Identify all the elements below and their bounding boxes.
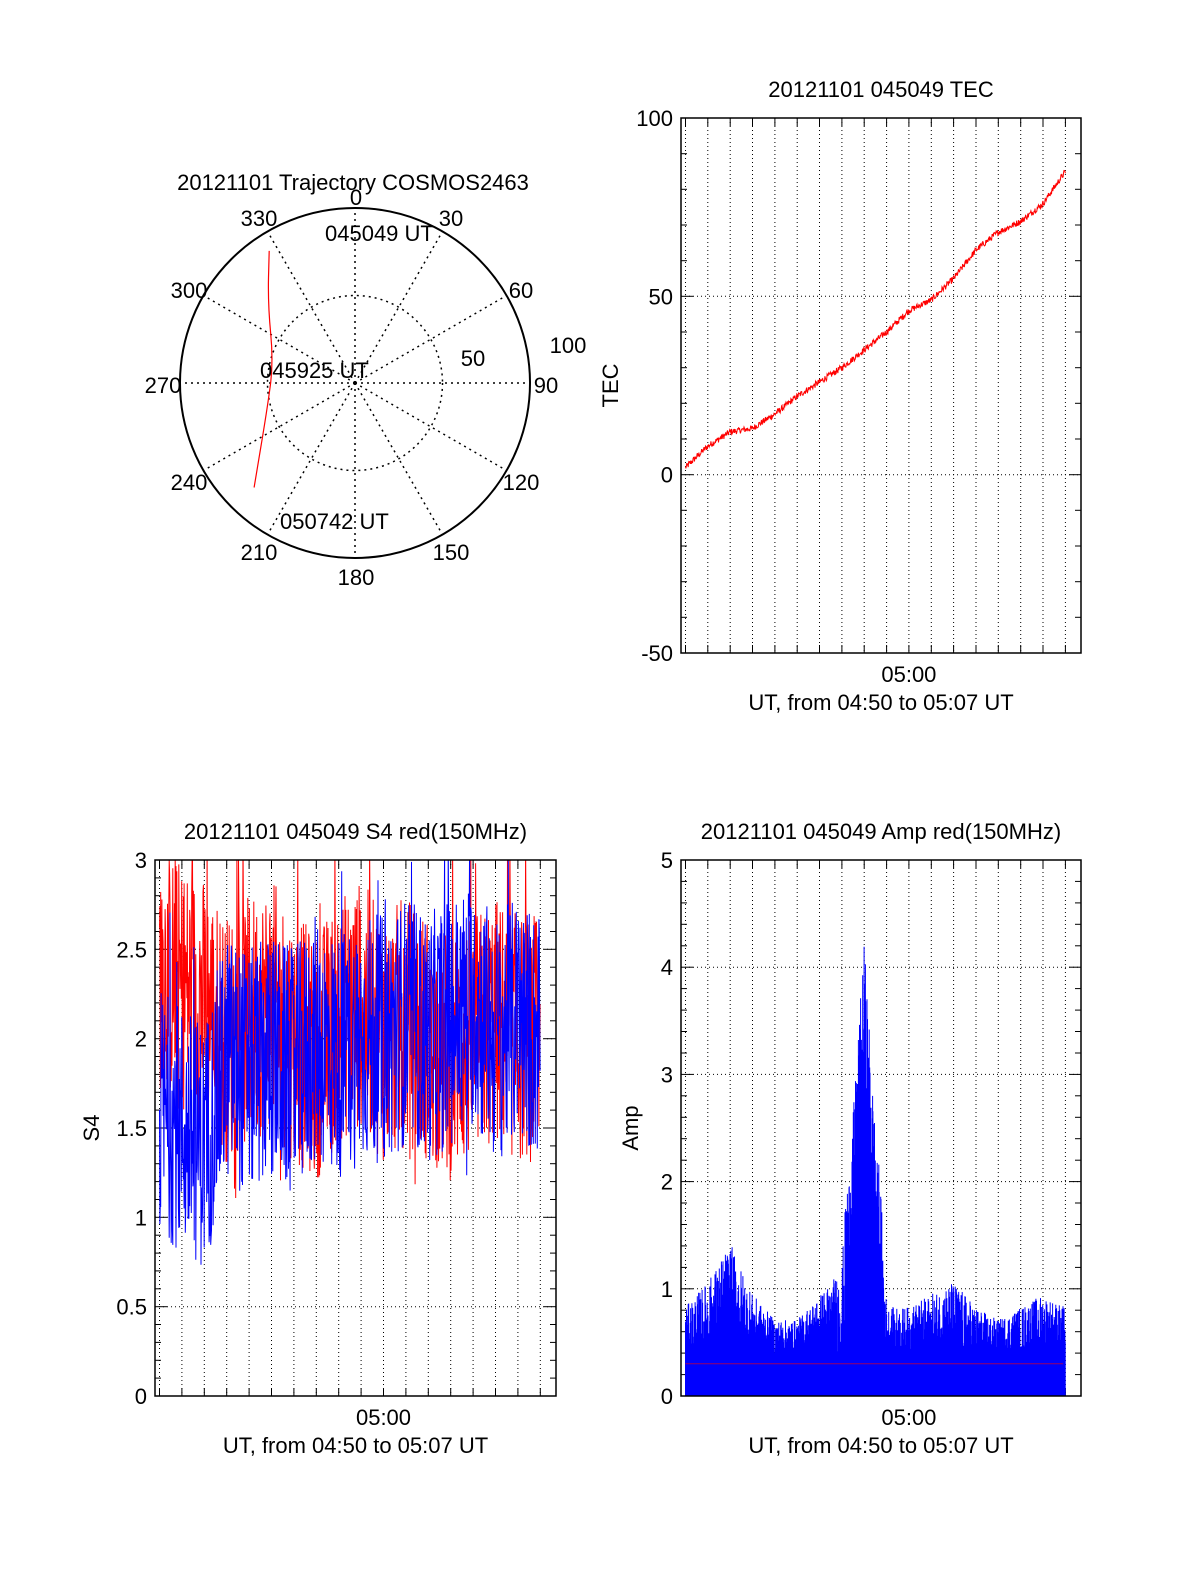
x-axis-label: UT, from 04:50 to 05:07 UT bbox=[748, 1433, 1013, 1458]
y-tick-label: 100 bbox=[636, 106, 673, 131]
y-tick-label: 2 bbox=[661, 1170, 673, 1195]
polar-spoke bbox=[354, 382, 444, 535]
plot-frame bbox=[680, 859, 1082, 1397]
polar-spoke bbox=[266, 231, 356, 384]
x-axis-label: UT, from 04:50 to 05:07 UT bbox=[223, 1433, 488, 1458]
polar-angle-label: 270 bbox=[145, 373, 182, 398]
y-tick-label: 2 bbox=[135, 1027, 147, 1052]
y-axis-label: S4 bbox=[79, 1115, 104, 1142]
polar-spoke bbox=[266, 382, 356, 535]
trajectory-mid-label: 045925 UT bbox=[260, 358, 369, 383]
y-tick-label: 2.5 bbox=[116, 937, 147, 962]
chart-title: 20121101 045049 S4 red(150MHz) bbox=[184, 819, 527, 844]
polar-angle-label: 180 bbox=[338, 565, 375, 590]
s4-chart: 0 0.5 1 1.5 2 2.5 3 20121101 045049 S4 red(150M… bbox=[79, 819, 557, 1458]
y-tick-label: -50 bbox=[641, 641, 673, 666]
polar-angle-label: 330 bbox=[241, 206, 278, 231]
y-tick-label: 0 bbox=[135, 1384, 147, 1409]
x-tick-label: 05:00 bbox=[881, 1405, 936, 1430]
y-axis-label: Amp bbox=[618, 1105, 643, 1150]
y-tick-label: 0 bbox=[661, 463, 673, 488]
y-tick-label: 3 bbox=[135, 848, 147, 873]
polar-radial-label: 50 bbox=[461, 346, 485, 371]
y-tick-label: 0 bbox=[661, 1384, 673, 1409]
trajectory-title: 20121101 Trajectory COSMOS2463 bbox=[177, 170, 529, 195]
trajectory-end-label: 050742 UT bbox=[280, 509, 389, 534]
polar-angle-label: 150 bbox=[433, 540, 470, 565]
plot-frame bbox=[154, 859, 557, 1397]
polar-spoke bbox=[203, 382, 356, 472]
polar-spoke bbox=[354, 231, 444, 384]
polar-ring-100 bbox=[179, 207, 531, 559]
y-tick-label: 1 bbox=[661, 1277, 673, 1302]
y-axis-label: TEC bbox=[598, 363, 623, 407]
y-tick-label: 5 bbox=[661, 848, 673, 873]
polar-angle-label: 300 bbox=[171, 278, 208, 303]
polar-ring-50 bbox=[266, 294, 444, 472]
polar-angle-label: 30 bbox=[439, 206, 463, 231]
polar-angle-label: 210 bbox=[241, 540, 278, 565]
polar-angle-label: 90 bbox=[534, 373, 558, 398]
chart-title: 20121101 045049 Amp red(150MHz) bbox=[701, 819, 1061, 844]
chart-title: 20121101 045049 TEC bbox=[768, 77, 994, 102]
plot-frame bbox=[680, 117, 1082, 654]
y-tick-label: 0.5 bbox=[116, 1295, 147, 1320]
polar-radial-label: 100 bbox=[550, 333, 587, 358]
x-tick-label: 05:00 bbox=[356, 1405, 411, 1430]
polar-angle-label: 240 bbox=[171, 470, 208, 495]
amp-blue-series bbox=[685, 946, 1066, 1396]
s4-blue-series-line bbox=[159, 860, 541, 1265]
amp-chart: 0 1 2 3 4 5 20121101 045049 Amp red(150MHz) 05:… bbox=[618, 819, 1082, 1458]
polar-spoke bbox=[354, 382, 507, 472]
polar-spoke bbox=[354, 294, 507, 384]
y-tick-label: 1.5 bbox=[116, 1116, 147, 1141]
x-tick-label: 05:00 bbox=[881, 662, 936, 687]
trajectory-track bbox=[253, 250, 273, 488]
trajectory-start-label: 045049 UT bbox=[325, 221, 434, 246]
x-axis-label: UT, from 04:50 to 05:07 UT bbox=[748, 690, 1013, 715]
polar-spoke bbox=[203, 294, 356, 384]
polar-angle-label: 60 bbox=[509, 278, 533, 303]
y-tick-label: 1 bbox=[135, 1205, 147, 1230]
polar-angle-label: 120 bbox=[503, 470, 540, 495]
tec-chart: -50 0 50 100 20121101 045049 TEC 05:00 UT, fro… bbox=[598, 77, 1082, 715]
tec-series-line bbox=[685, 169, 1066, 469]
polar-angle-label: 0 bbox=[350, 185, 362, 210]
y-tick-label: 50 bbox=[649, 284, 673, 309]
y-tick-label: 3 bbox=[661, 1062, 673, 1087]
y-tick-label: 4 bbox=[661, 955, 673, 980]
